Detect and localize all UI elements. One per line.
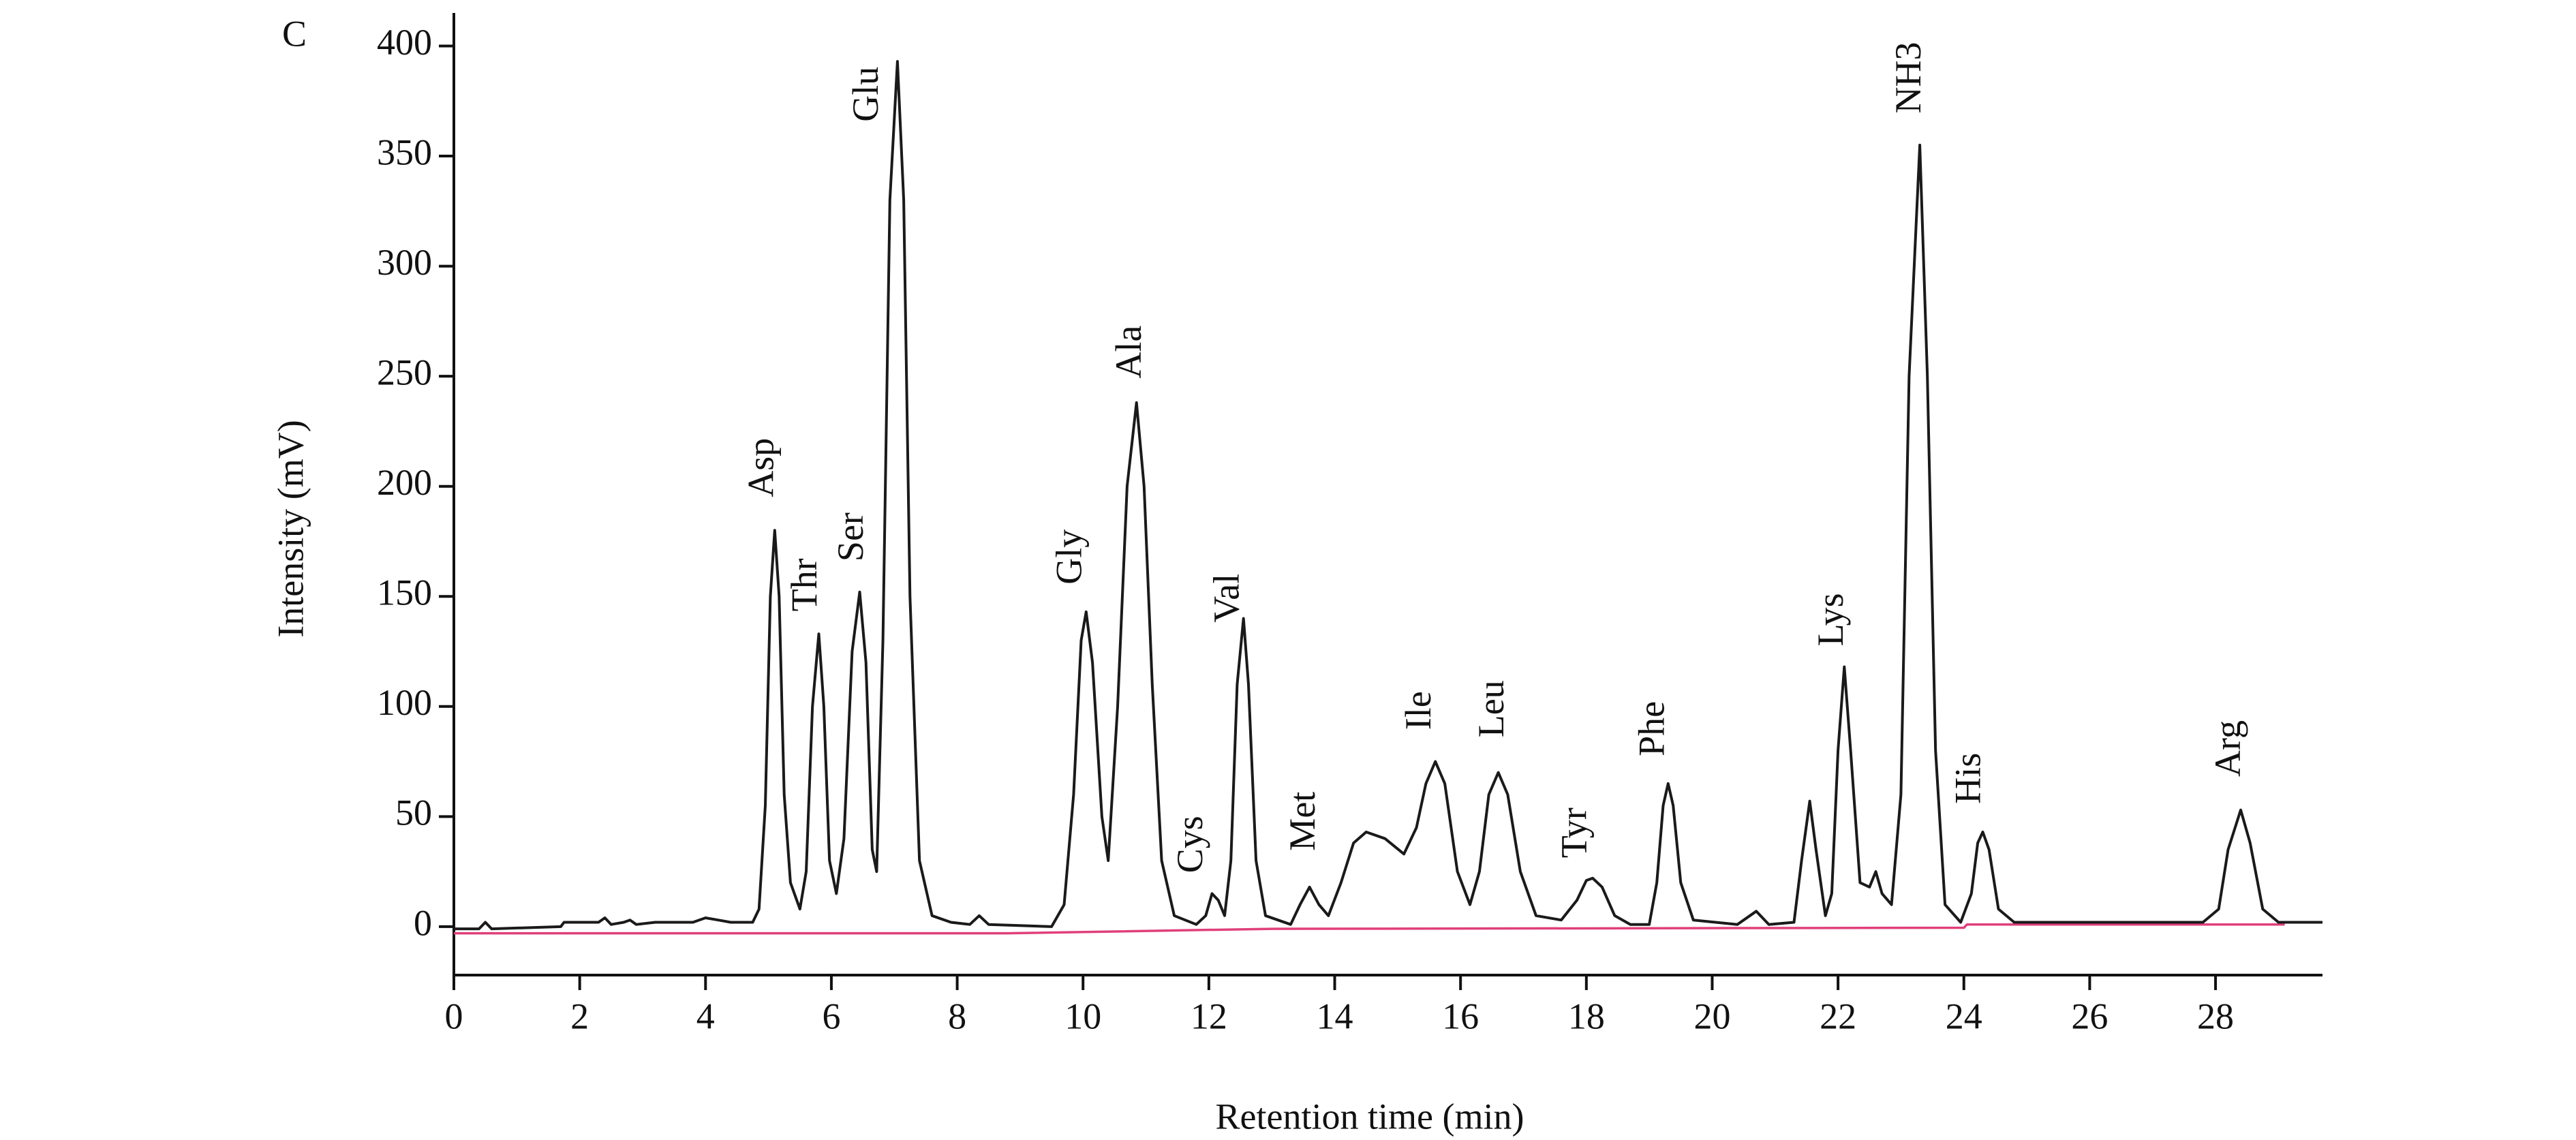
x-tick-label: 26 bbox=[2071, 996, 2108, 1036]
x-tick-label: 18 bbox=[1568, 996, 1605, 1036]
x-tick-label: 28 bbox=[2197, 996, 2234, 1036]
peak-label: Ser bbox=[830, 512, 871, 561]
peak-label: Thr bbox=[784, 558, 825, 611]
y-tick-label: 200 bbox=[377, 462, 432, 503]
peak-label: Glu bbox=[845, 67, 886, 122]
peak-label: Cys bbox=[1169, 816, 1210, 873]
y-tick-label: 400 bbox=[377, 22, 432, 63]
y-tick-label: 50 bbox=[395, 792, 432, 833]
trace-line bbox=[454, 60, 2322, 931]
x-tick-label: 12 bbox=[1191, 996, 1227, 1036]
x-axis-title: Retention time (min) bbox=[1216, 1096, 1524, 1137]
x-tick-label: 16 bbox=[1442, 996, 1479, 1036]
y-tick-label: 250 bbox=[377, 352, 432, 393]
y-tick-label: 350 bbox=[377, 132, 432, 172]
baseline-line bbox=[454, 923, 2285, 935]
x-tick-label: 4 bbox=[696, 996, 715, 1036]
peak-label: Ala bbox=[1108, 325, 1149, 378]
x-tick-label: 20 bbox=[1693, 996, 1730, 1036]
peak-label: Tyr bbox=[1553, 807, 1594, 858]
y-tick-label: 0 bbox=[414, 902, 432, 943]
x-tick-label: 0 bbox=[445, 996, 463, 1036]
peak-label: Val bbox=[1206, 574, 1246, 623]
peak-label: Phe bbox=[1631, 701, 1672, 756]
peak-label: Met bbox=[1282, 792, 1323, 851]
x-tick-label: 14 bbox=[1317, 996, 1353, 1036]
x-tick-label: 6 bbox=[822, 996, 840, 1036]
peak-label: Leu bbox=[1471, 680, 1512, 737]
y-tick-label: 100 bbox=[377, 682, 432, 723]
peak-label: Asp bbox=[741, 438, 782, 497]
x-tick-label: 24 bbox=[1946, 996, 1982, 1036]
peak-label: NH3 bbox=[1888, 42, 1929, 114]
peak-label: Lys bbox=[1810, 593, 1851, 646]
y-axis-title: Intensity (mV) bbox=[270, 420, 311, 637]
x-tick-label: 8 bbox=[948, 996, 966, 1036]
peak-label: Gly bbox=[1049, 529, 1090, 585]
peak-label: Ile bbox=[1398, 691, 1439, 730]
x-tick-label: 10 bbox=[1064, 996, 1101, 1036]
y-tick-label: 150 bbox=[377, 572, 432, 613]
peak-label: Arg bbox=[2207, 720, 2248, 777]
peak-label: His bbox=[1948, 753, 1989, 804]
panel-label: C bbox=[282, 13, 307, 54]
y-tick-label: 300 bbox=[377, 242, 432, 283]
x-tick-label: 22 bbox=[1820, 996, 1856, 1036]
x-tick-label: 2 bbox=[570, 996, 589, 1036]
